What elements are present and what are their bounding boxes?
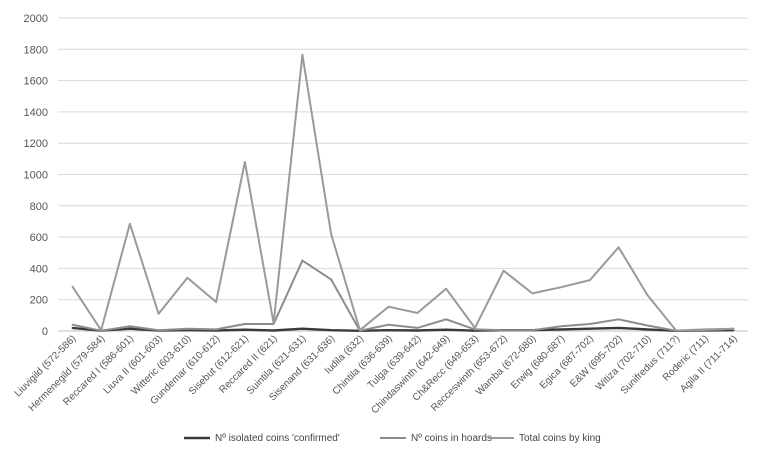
y-tick-label: 1200 [24,138,48,150]
data-point [186,276,189,279]
data-point [215,301,217,303]
data-point [531,292,534,295]
y-tick-label: 1600 [24,76,48,88]
data-point [215,328,217,331]
data-point [387,323,390,326]
legend-label: Total coins by king [519,433,601,444]
data-point [416,327,419,329]
y-tick-label: 0 [42,326,48,338]
data-point [474,327,476,329]
data-point [732,329,735,332]
data-point [675,329,677,332]
data-point [129,327,131,330]
x-axis-tick-labels: Liuvigild (572-586)Hermenegild (579-584)… [13,333,740,416]
data-point [531,329,534,332]
series-line-1 [72,326,734,332]
legend-label: Nº coins in hoards [411,433,492,444]
series-line-3 [71,53,734,332]
data-point [71,285,74,288]
data-point [589,327,591,330]
data-point [157,329,160,332]
y-tick-label: 1400 [24,107,48,119]
data-point [617,318,620,321]
data-point [272,329,275,332]
data-point [330,233,332,235]
data-point [71,323,74,326]
data-point [589,323,591,325]
data-point [617,327,620,329]
y-tick-label: 400 [30,263,48,275]
data-point [71,327,74,329]
data-point [129,325,131,328]
y-tick-label: 1800 [24,44,48,56]
data-point [474,328,476,331]
data-point [244,328,246,331]
data-point [502,329,505,332]
data-point [589,279,591,281]
data-point [560,328,562,331]
data-point [560,325,562,328]
data-point [330,278,332,281]
y-tick-label: 200 [30,295,48,307]
data-point [416,312,419,314]
data-point [186,327,189,330]
y-tick-label: 600 [30,232,48,244]
data-point [704,328,706,331]
data-point [617,246,620,249]
series-line-2 [72,259,734,332]
legend-label: Nº isolated coins 'confirmed' [215,433,340,444]
data-point [157,312,160,315]
data-point [244,161,246,163]
data-point [100,329,102,332]
series-lines [71,53,735,332]
data-point [301,53,304,56]
y-tick-label: 2000 [24,13,48,25]
data-point [387,329,390,332]
data-point [646,294,649,296]
data-point [359,329,361,332]
data-point [129,222,131,225]
data-point [646,324,649,327]
data-point [502,269,505,272]
data-point [732,327,735,330]
data-point [330,329,332,332]
data-point [445,328,447,331]
data-point [272,322,275,324]
data-point [445,287,447,290]
data-point [301,327,304,330]
legend: Nº isolated coins 'confirmed' Nº coins in… [184,433,601,444]
gridlines [58,17,748,301]
data-point [646,328,649,331]
data-point [301,259,304,262]
data-point [445,318,447,321]
data-point [186,329,189,332]
data-point [560,286,562,288]
y-axis-tick-labels: 0 200 400 600 800 1000 1200 1400 1600 1800 2000 [24,13,48,338]
data-point [244,323,246,325]
y-tick-label: 1000 [24,170,48,182]
y-tick-label: 800 [30,201,48,213]
data-point [387,305,390,308]
data-point [416,329,419,332]
